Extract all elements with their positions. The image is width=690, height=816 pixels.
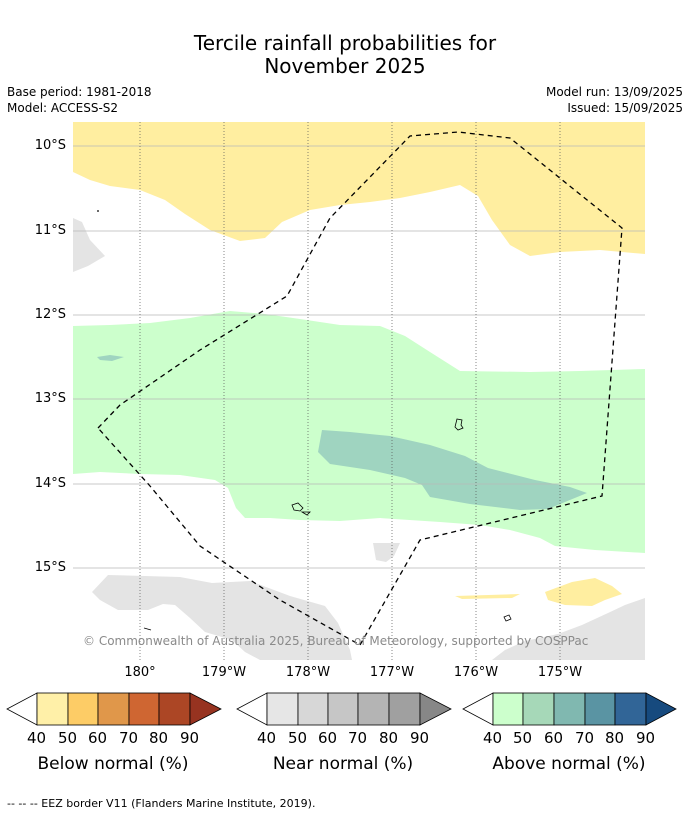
colorbar-above-swatch bbox=[584, 692, 616, 726]
island-southwest bbox=[143, 627, 152, 631]
colorbar-below-high-arrow bbox=[189, 692, 222, 726]
colorbar-near-swatch bbox=[297, 692, 329, 726]
tick-label: 60 bbox=[88, 729, 108, 747]
tick-label: 90 bbox=[410, 729, 430, 747]
lon-label-180: 180° bbox=[124, 665, 156, 680]
colorbar-near-high-arrow bbox=[419, 692, 452, 726]
copyright-text: © Commonwealth of Australia 2025, Bureau… bbox=[83, 634, 588, 648]
lat-label-11s: 11°S bbox=[34, 223, 66, 238]
lat-label-10s: 10°S bbox=[34, 138, 66, 153]
colorbar-above-swatch bbox=[614, 692, 647, 726]
tick-label: 80 bbox=[605, 729, 625, 747]
graticule bbox=[73, 122, 645, 660]
lat-label-12s: 12°S bbox=[34, 307, 66, 322]
lon-label-177w: 177°W bbox=[369, 665, 415, 680]
title-line-1: Tercile rainfall probabilities for bbox=[193, 31, 497, 55]
tick-label: 60 bbox=[318, 729, 338, 747]
colorbar-above-swatch bbox=[522, 692, 555, 726]
tick-label: 60 bbox=[544, 729, 564, 747]
colorbar-near-swatch bbox=[327, 692, 359, 726]
colorbar-below-label: Below normal (%) bbox=[37, 754, 189, 774]
tick-label: 80 bbox=[379, 729, 399, 747]
colorbar-near-normal bbox=[236, 692, 452, 726]
colorbar-near-swatch bbox=[388, 692, 421, 726]
lat-label-14s: 14°S bbox=[34, 476, 66, 491]
near-normal-small bbox=[373, 543, 400, 562]
island-northeast bbox=[454, 418, 464, 431]
colorbar-above-swatch bbox=[553, 692, 586, 726]
tick-label: 50 bbox=[58, 729, 78, 747]
colorbar-above-label: Above normal (%) bbox=[492, 754, 646, 774]
island-central bbox=[291, 502, 304, 512]
tick-label: 50 bbox=[513, 729, 533, 747]
island-central-small bbox=[300, 511, 311, 516]
issued-date: Issued: 15/09/2025 bbox=[567, 101, 683, 115]
colorbars bbox=[6, 692, 677, 726]
tick-label: 90 bbox=[180, 729, 200, 747]
colorbar-near-swatch bbox=[357, 692, 390, 726]
meta-left: Base period: 1981-2018 Model: ACCESS-S2 bbox=[7, 84, 152, 116]
lon-label-176w: 176°W bbox=[453, 665, 499, 680]
island-dot bbox=[97, 210, 99, 212]
map-title: Tercile rainfall probabilities for Novem… bbox=[0, 32, 690, 78]
lon-label-178w: 178°W bbox=[285, 665, 331, 680]
lat-label-13s: 13°S bbox=[34, 391, 66, 406]
tick-label: 70 bbox=[575, 729, 595, 747]
below-normal-sliver bbox=[455, 594, 520, 599]
colorbar-below-swatch bbox=[158, 692, 191, 726]
near-normal-west bbox=[73, 218, 105, 272]
colorbar-near-label: Near normal (%) bbox=[272, 754, 414, 774]
model-run: Model run: 13/09/2025 bbox=[545, 85, 683, 99]
meta-right: Model run: 13/09/2025 Issued: 15/09/2025 bbox=[546, 84, 683, 116]
tick-label: 40 bbox=[483, 729, 503, 747]
tick-label: 70 bbox=[119, 729, 139, 747]
near-normal-southeast bbox=[492, 598, 645, 660]
tick-label: 40 bbox=[257, 729, 277, 747]
above-normal-50-speck bbox=[97, 355, 124, 361]
model-name: Model: ACCESS-S2 bbox=[7, 101, 119, 115]
eez-border bbox=[97, 131, 623, 646]
colorbar-above-low-arrow bbox=[462, 692, 494, 726]
title-line-2: November 2025 bbox=[264, 54, 426, 78]
colorbar-near-swatch bbox=[266, 692, 299, 726]
colorbar-below-swatch bbox=[97, 692, 130, 726]
eez-legend-note: -- -- -- EEZ border V11 (Flanders Marine… bbox=[7, 797, 316, 810]
map-panel: © Commonwealth of Australia 2025, Bureau… bbox=[73, 122, 645, 660]
colorbar-above-swatch bbox=[492, 692, 524, 726]
tick-label: 70 bbox=[348, 729, 368, 747]
above-normal-50-patch bbox=[318, 430, 587, 510]
lat-label-15s: 15°S bbox=[34, 560, 66, 575]
colorbar-below-swatch bbox=[36, 692, 69, 726]
base-period: Base period: 1981-2018 bbox=[7, 85, 152, 99]
lon-label-175w: 175°W bbox=[537, 665, 583, 680]
lon-label-179w: 179°W bbox=[201, 665, 247, 680]
below-normal-patch-south bbox=[545, 578, 622, 606]
colorbar-above-high-arrow bbox=[645, 692, 677, 726]
colorbar-below-swatch bbox=[67, 692, 99, 726]
tick-label: 80 bbox=[149, 729, 169, 747]
tick-label: 90 bbox=[636, 729, 656, 747]
colorbar-below-low-arrow bbox=[6, 692, 38, 726]
island-south bbox=[503, 614, 512, 622]
colorbar-below-swatch bbox=[128, 692, 160, 726]
colorbar-above-normal bbox=[462, 692, 677, 726]
tick-label: 50 bbox=[288, 729, 308, 747]
near-normal-south bbox=[92, 575, 352, 660]
colorbar-below-normal bbox=[6, 692, 222, 726]
colorbar-near-low-arrow bbox=[236, 692, 268, 726]
tick-label: 40 bbox=[27, 729, 47, 747]
